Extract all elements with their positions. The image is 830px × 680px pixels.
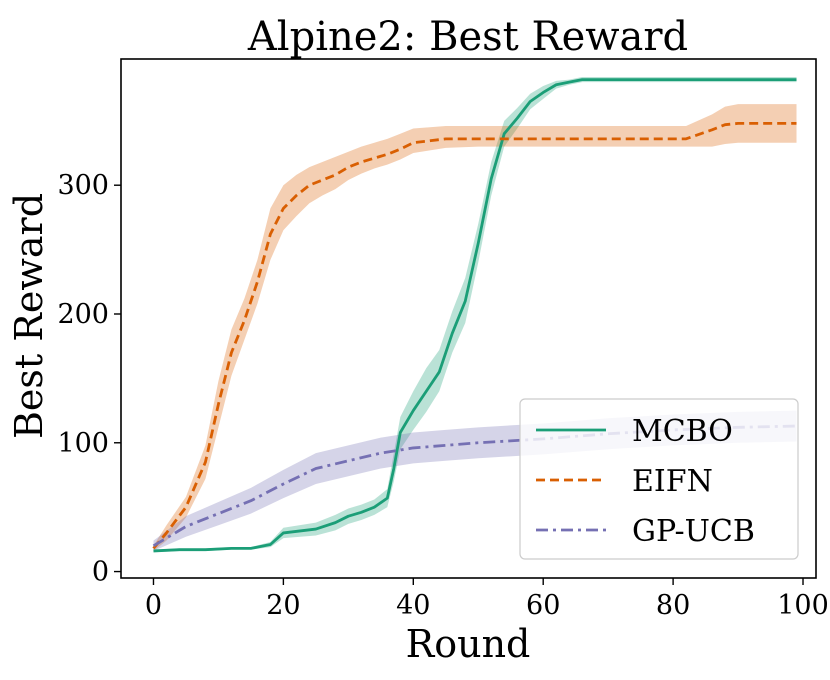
y-axis-label: Best Reward: [7, 193, 51, 439]
y-tick-label: 100: [57, 428, 109, 459]
x-tick-label: 40: [396, 590, 430, 621]
mcbo-line: [153, 78, 797, 553]
x-tick-label: 20: [266, 590, 300, 621]
legend: MCBO EIFN GP-UCB: [519, 398, 799, 560]
x-tick-label: 0: [145, 590, 162, 621]
x-axis-ticks: 0 20 40 60 80 100: [145, 578, 829, 621]
y-tick-label: 200: [57, 299, 109, 330]
plot-frame: [120, 58, 817, 579]
y-axis-ticks: 0 100 200 300: [57, 170, 121, 588]
legend-label-gp-ucb: GP-UCB: [632, 514, 755, 549]
x-tick-label: 60: [526, 590, 560, 621]
x-tick-label: 80: [656, 590, 690, 621]
legend-label-mcbo: MCBO: [632, 414, 733, 449]
legend-box: [519, 398, 799, 560]
chart-title: Alpine2: Best Reward: [247, 14, 688, 60]
x-tick-label: 100: [777, 590, 829, 621]
y-tick-label: 0: [92, 557, 109, 588]
y-tick-label: 300: [57, 170, 109, 201]
x-axis-label: Round: [406, 622, 531, 666]
eifn-line: [152, 121, 797, 550]
legend-label-eifn: EIFN: [632, 464, 713, 499]
